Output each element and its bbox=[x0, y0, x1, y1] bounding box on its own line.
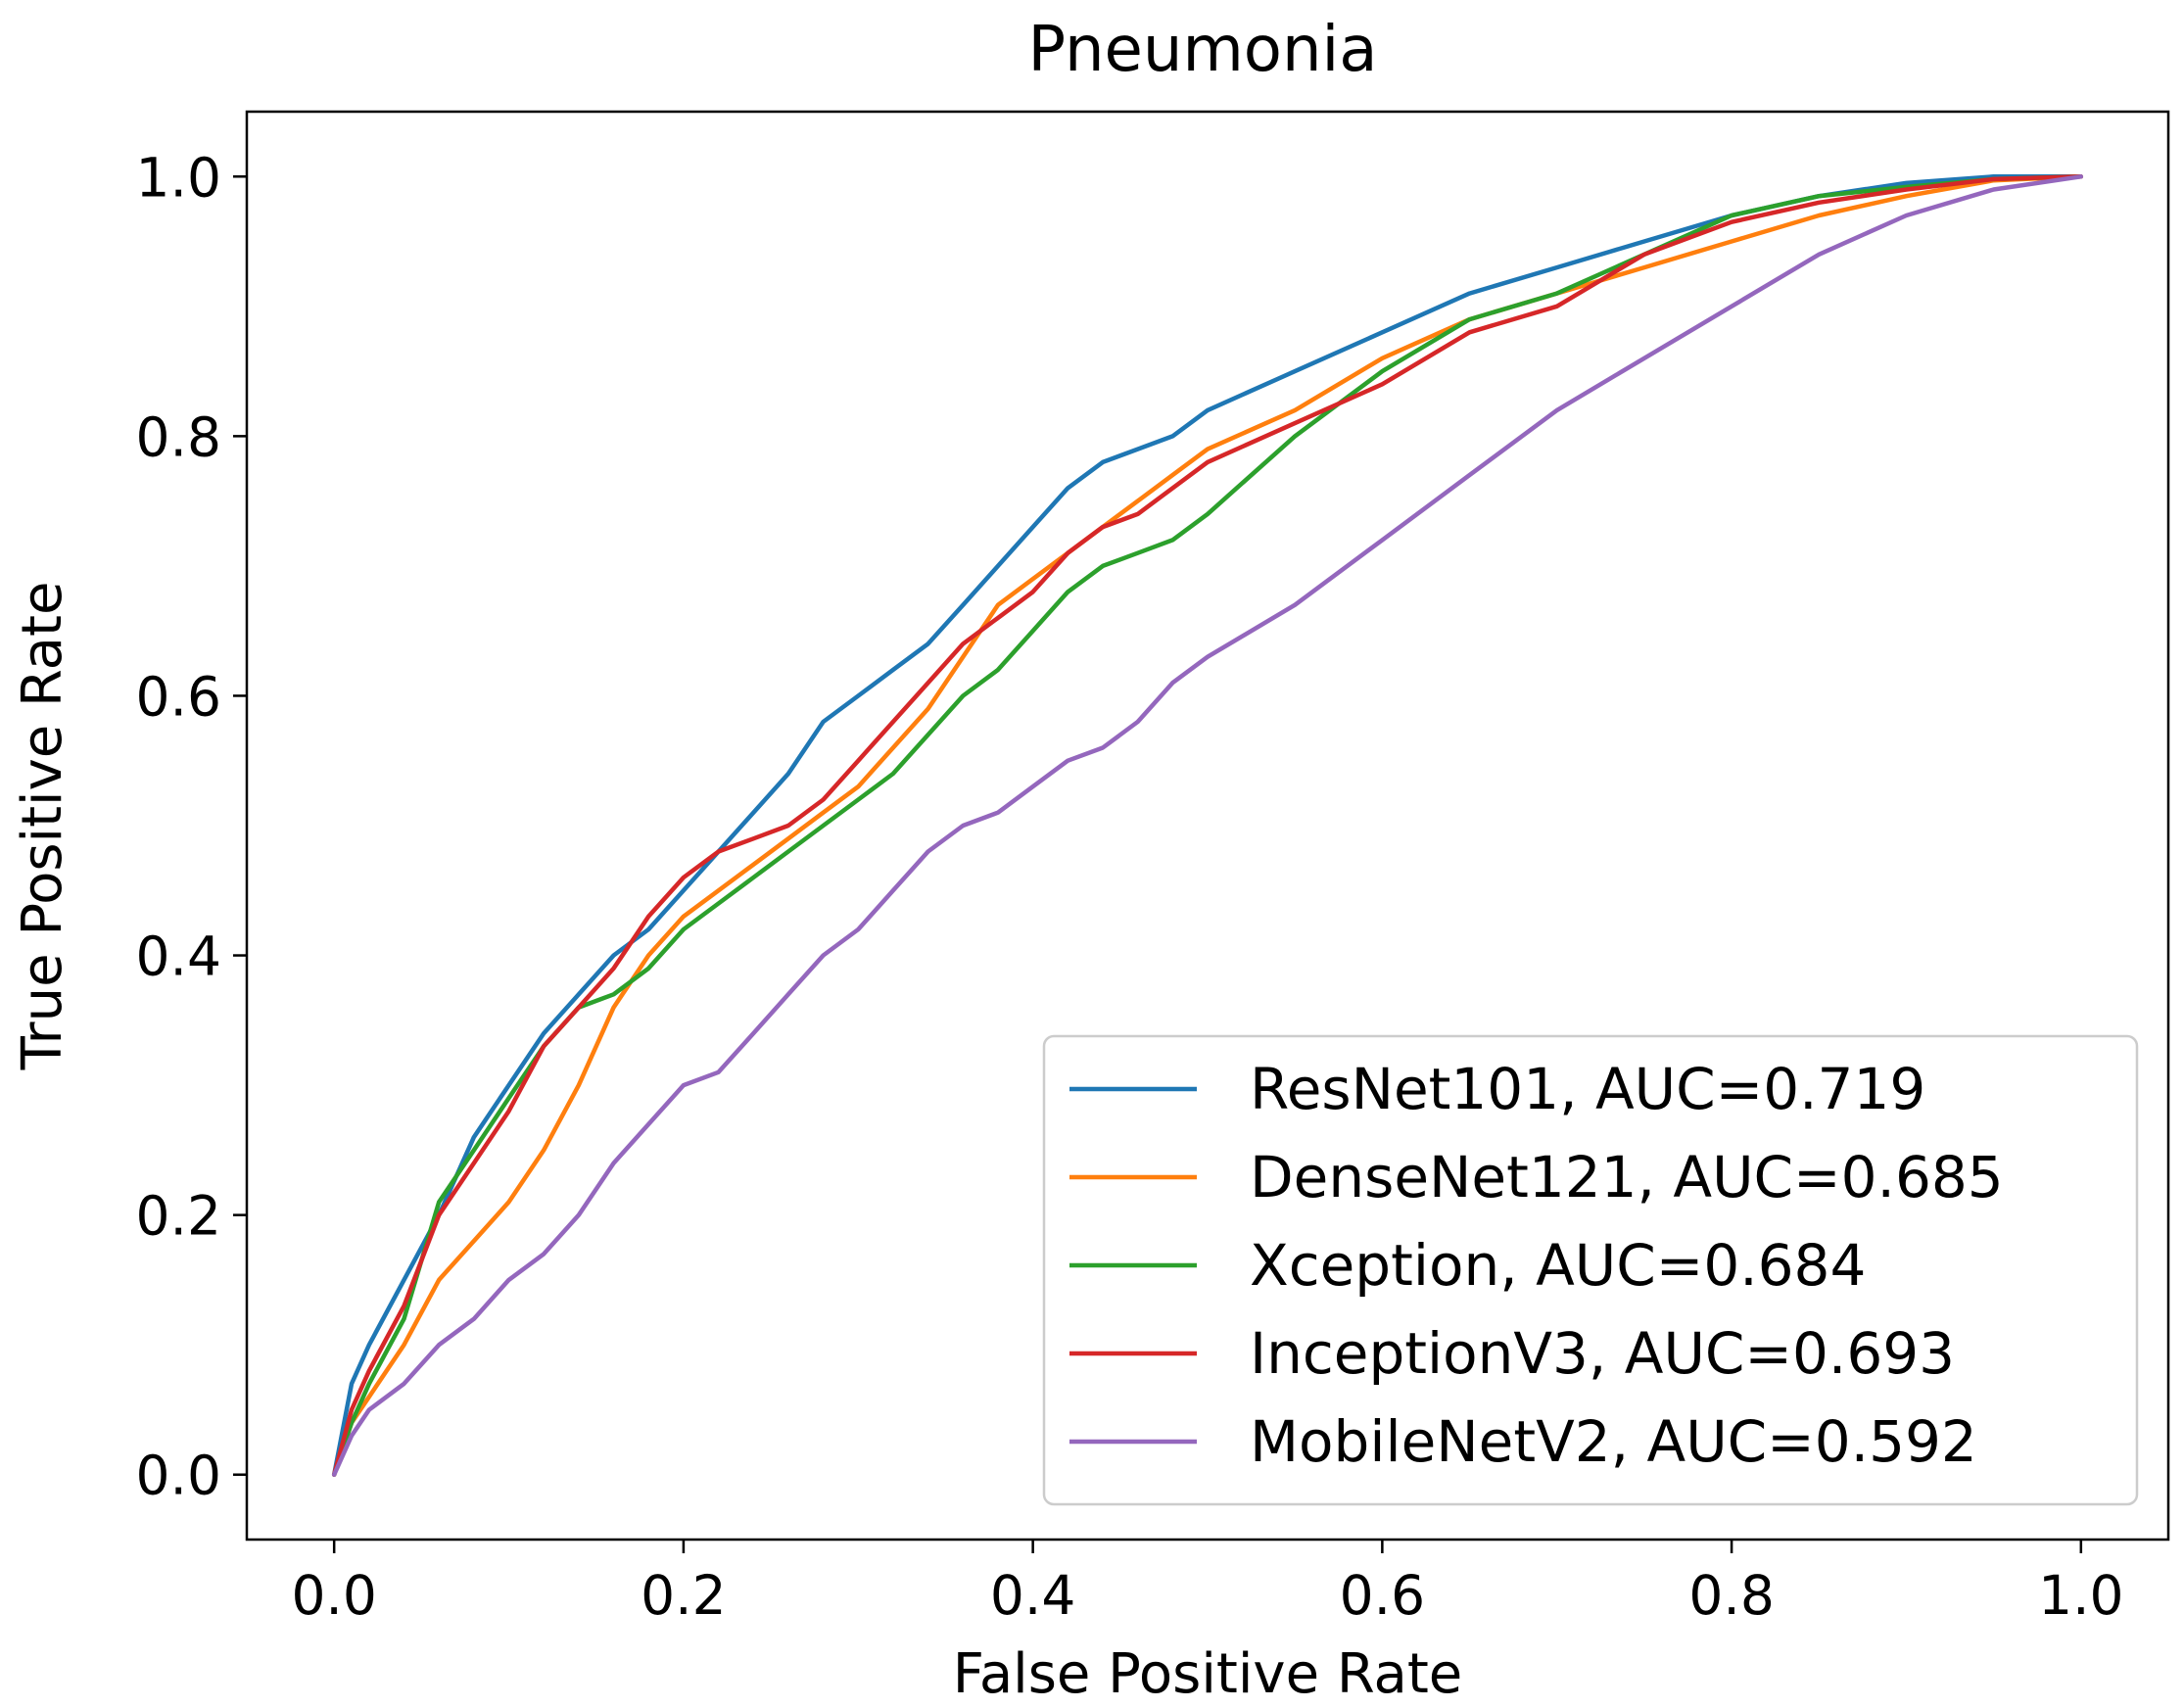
y-tick-label: 0.2 bbox=[136, 1185, 221, 1248]
series-line-4 bbox=[331, 174, 2084, 1477]
x-tick-label: 0.2 bbox=[641, 1564, 726, 1627]
series-line-2 bbox=[331, 174, 2084, 1477]
legend-items: ResNet101, AUC=0.719 DenseNet121, AUC=0.6… bbox=[1069, 1056, 2004, 1475]
y-tick-label: 0.6 bbox=[136, 665, 221, 728]
series-line-3 bbox=[331, 174, 2084, 1477]
plot-area bbox=[331, 174, 2084, 1477]
x-tick-label: 0.8 bbox=[1688, 1564, 1774, 1627]
legend-label-4: MobileNetV2, AUC=0.592 bbox=[1250, 1408, 1977, 1475]
y-tick-label: 1.0 bbox=[136, 146, 221, 209]
x-axis-ticks: 0.0 0.2 0.4 0.6 0.8 1.0 bbox=[291, 1540, 2124, 1627]
y-tick-label: 0.0 bbox=[136, 1445, 221, 1507]
legend-box bbox=[1042, 1034, 2139, 1506]
x-tick-label: 0.0 bbox=[291, 1564, 376, 1627]
plot-frame bbox=[245, 110, 2170, 1542]
chart-title: Pneumonia bbox=[1027, 14, 1377, 86]
series-line-0 bbox=[331, 174, 2084, 1477]
legend-label-1: DenseNet121, AUC=0.685 bbox=[1250, 1144, 2004, 1210]
y-axis-label: True Positive Rate bbox=[11, 582, 74, 1071]
y-axis-ticks: 0.0 0.2 0.4 0.6 0.8 1.0 bbox=[136, 146, 247, 1507]
legend-label-3: InceptionV3, AUC=0.693 bbox=[1250, 1320, 1955, 1387]
legend-label-2: Xception, AUC=0.684 bbox=[1250, 1232, 1866, 1299]
y-tick-label: 0.8 bbox=[136, 405, 221, 468]
y-tick-label: 0.4 bbox=[136, 925, 221, 988]
legend-label-0: ResNet101, AUC=0.719 bbox=[1250, 1056, 1925, 1122]
x-axis-label: False Positive Rate bbox=[953, 1642, 1462, 1706]
x-tick-label: 0.6 bbox=[1340, 1564, 1425, 1627]
x-tick-label: 0.4 bbox=[990, 1564, 1075, 1627]
legend: ResNet101, AUC=0.719 DenseNet121, AUC=0.6… bbox=[1042, 1034, 2139, 1506]
x-tick-label: 1.0 bbox=[2038, 1564, 2123, 1627]
